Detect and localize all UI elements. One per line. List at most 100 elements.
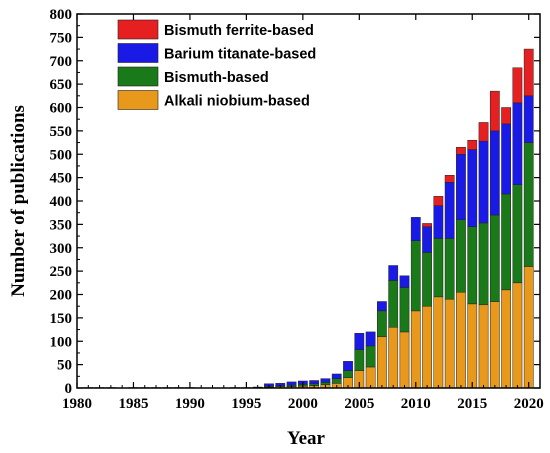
bar-bismuth-based-2003 (331, 378, 342, 384)
bar-bismuth-based-2016 (478, 222, 489, 306)
bar-bismuth-based-2012 (433, 238, 444, 298)
bar-barium-titanate-based-2017 (489, 130, 500, 216)
bar-bismuth-based-2014 (456, 219, 466, 293)
bar-alkali-niobium-based-2012 (433, 296, 444, 389)
bar-barium-titanate-based-2002 (320, 378, 331, 383)
y-tick-label: 200 (50, 288, 73, 304)
x-axis: 1980 1985 1990 1995 2000 2005 2010 2015 2020 (62, 14, 544, 412)
bar-alkali-niobium-based-2013 (444, 298, 455, 389)
y-tick-label: 800 (50, 7, 73, 23)
bar-barium-titanate-based-2015 (467, 149, 478, 227)
y-tick-label: 500 (50, 147, 73, 163)
x-tick-label: 2015 (457, 396, 487, 412)
bar-bismuth-ferrite-based-2013 (444, 175, 455, 183)
bar-alkali-niobium-based-2008 (388, 326, 399, 389)
bar-bismuth-based-2007 (377, 310, 387, 337)
x-tick-label: 2000 (288, 396, 318, 412)
bar-alkali-niobium-based-2006 (365, 366, 376, 389)
y-tick-label: 550 (50, 124, 73, 140)
bar-alkali-niobium-based-2015 (467, 303, 478, 389)
y-tick-label: 650 (50, 77, 73, 93)
bar-barium-titanate-based-2005 (354, 333, 365, 350)
bar-bismuth-ferrite-based-2012 (433, 196, 444, 206)
bar-bismuth-based-2019 (512, 184, 523, 284)
bar-barium-titanate-based-2008 (388, 265, 399, 281)
legend-label: Alkali niobium-based (164, 94, 310, 110)
bar-bismuth-ferrite-based-2017 (489, 90, 500, 132)
legend-label: Bismuth ferrite-based (164, 23, 314, 39)
y-tick-label: 450 (50, 171, 73, 187)
bar-barium-titanate-based-2009 (399, 275, 410, 288)
bar-bismuth-based-2010 (410, 240, 421, 312)
bar-barium-titanate-based-2014 (456, 154, 466, 220)
bar-barium-titanate-based-2016 (478, 140, 489, 224)
bar-bismuth-based-2002 (320, 382, 331, 385)
bar-bismuth-ferrite-based-2019 (512, 67, 523, 104)
bar-barium-titanate-based-2007 (377, 301, 387, 312)
x-tick-label: 1985 (118, 396, 148, 412)
y-tick-label: 150 (50, 311, 73, 327)
bar-alkali-niobium-based-2007 (377, 336, 387, 389)
legend-swatch (117, 19, 159, 40)
bar-alkali-niobium-based-2009 (399, 331, 410, 389)
bar-bismuth-based-2015 (467, 226, 478, 305)
bar-barium-titanate-based-2019 (512, 102, 523, 185)
y-axis: 0 50 100 150 200 250 300 350 400 450 500 550 600 650 7… (50, 7, 540, 397)
bar-barium-titanate-based-2001 (309, 380, 320, 385)
bar-alkali-niobium-based-2017 (489, 301, 500, 389)
bar-bismuth-based-2018 (501, 193, 511, 291)
y-tick-label: 300 (50, 241, 73, 257)
bar-barium-titanate-based-2010 (410, 217, 421, 241)
bar-bismuth-based-2008 (388, 280, 399, 328)
bar-bismuth-based-2013 (444, 238, 455, 300)
bar-alkali-niobium-based-2016 (478, 304, 489, 389)
bar-alkali-niobium-based-2019 (512, 282, 523, 389)
bar-barium-titanate-based-2020 (523, 95, 534, 143)
bar-alkali-niobium-based-2020 (523, 266, 534, 389)
x-axis-title: Year (287, 428, 326, 449)
bar-bismuth-ferrite-based-2015 (467, 139, 478, 150)
y-tick-label: 0 (65, 381, 73, 397)
bar-barium-titanate-based-1999 (286, 381, 297, 386)
bar-bismuth-based-2009 (399, 287, 410, 333)
legend-label: Barium titanate-based (164, 47, 316, 63)
bar-alkali-niobium-based-2010 (410, 310, 421, 389)
bar-barium-titanate-based-2018 (501, 123, 511, 195)
bar-bismuth-based-2017 (489, 214, 500, 302)
y-tick-label: 700 (50, 54, 73, 70)
bar-bismuth-ferrite-based-2018 (501, 107, 511, 125)
bar-barium-titanate-based-2003 (331, 373, 342, 379)
bar-bismuth-based-2020 (523, 142, 534, 267)
bars-layer (83, 48, 534, 389)
bar-bismuth-based-2006 (365, 345, 376, 368)
legend-swatch (117, 90, 159, 110)
x-tick-label: 2020 (514, 396, 544, 412)
y-tick-label: 350 (50, 217, 73, 233)
legend-swatch (117, 43, 159, 63)
bar-bismuth-based-2005 (354, 349, 365, 371)
bar-barium-titanate-based-2006 (365, 331, 376, 347)
x-tick-label: 1990 (175, 396, 205, 412)
bar-barium-titanate-based-2004 (343, 361, 353, 371)
bar-bismuth-ferrite-based-2011 (422, 223, 432, 227)
y-tick-label: 100 (50, 334, 73, 350)
bar-barium-titanate-based-2013 (444, 182, 455, 239)
bar-alkali-niobium-based-2014 (456, 291, 466, 389)
legend-swatch (117, 66, 159, 87)
legend: Bismuth ferrite-based Barium titanate-bas… (117, 19, 316, 110)
y-tick-label: 50 (57, 358, 72, 374)
x-tick-label: 2010 (401, 396, 431, 412)
y-axis-title: Number of publications (8, 105, 29, 297)
bar-alkali-niobium-based-2011 (422, 305, 432, 389)
y-tick-label: 250 (50, 264, 73, 280)
bar-bismuth-based-2004 (343, 370, 353, 378)
bar-barium-titanate-based-2011 (422, 226, 432, 253)
x-tick-label: 1980 (62, 396, 92, 412)
bar-alkali-niobium-based-2018 (501, 289, 511, 389)
y-tick-label: 750 (50, 30, 73, 46)
x-tick-label: 1995 (231, 396, 261, 412)
bar-barium-titanate-based-2012 (433, 205, 444, 239)
y-tick-label: 400 (50, 194, 73, 210)
